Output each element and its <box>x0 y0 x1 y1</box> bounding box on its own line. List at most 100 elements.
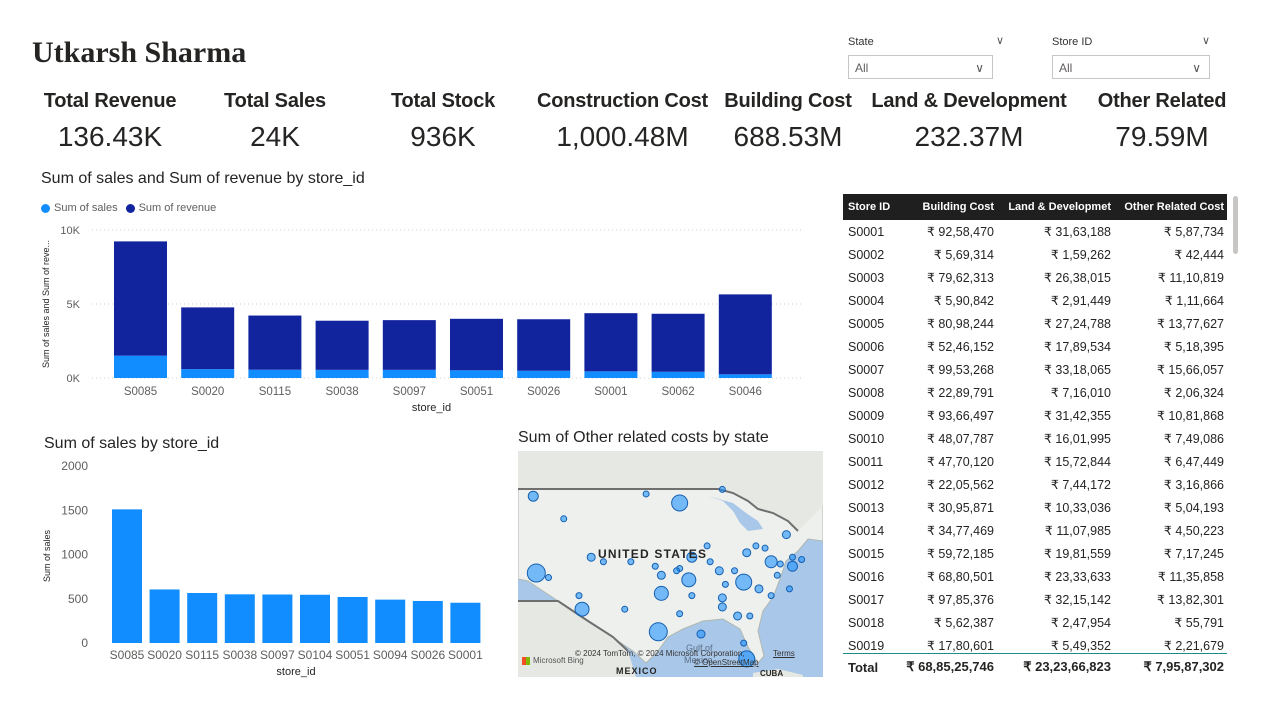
table-row[interactable]: S0016 ₹ 68,80,501 ₹ 23,33,633 ₹ 11,35,858 <box>843 565 1227 588</box>
map-bubble[interactable] <box>681 572 697 588</box>
chart2-bar[interactable] <box>375 599 406 643</box>
map-bubble[interactable] <box>648 622 668 642</box>
chart2-bar[interactable] <box>187 592 218 643</box>
map-bubble[interactable] <box>706 558 714 566</box>
chart1-bar-revenue[interactable] <box>315 320 369 370</box>
map-bubble[interactable] <box>671 494 689 512</box>
chart1-bar-sales[interactable] <box>450 370 503 378</box>
table-row[interactable]: S0007 ₹ 99,53,268 ₹ 33,18,065 ₹ 15,66,057 <box>843 358 1227 381</box>
table-header-other-related-cost[interactable]: Other Related Cost <box>1124 201 1224 213</box>
map-bubble[interactable] <box>761 544 769 552</box>
map-bubble[interactable] <box>527 490 539 502</box>
map-bubble[interactable] <box>560 515 568 523</box>
chart1-bar-revenue[interactable] <box>584 313 638 372</box>
chart1-bar-revenue[interactable] <box>450 318 503 371</box>
table-row[interactable]: S0013 ₹ 30,95,871 ₹ 10,33,036 ₹ 5,04,193 <box>843 496 1227 519</box>
map-bubble[interactable] <box>718 485 726 493</box>
table-header-land-development[interactable]: Land & Developmet <box>1008 201 1111 213</box>
table-row[interactable]: S0006 ₹ 52,46,152 ₹ 17,89,534 ₹ 5,18,395 <box>843 335 1227 358</box>
chevron-down-icon[interactable]: ∨ <box>995 35 1004 47</box>
table-row[interactable]: S0010 ₹ 48,07,787 ₹ 16,01,995 ₹ 7,49,086 <box>843 427 1227 450</box>
table-row[interactable]: S0011 ₹ 47,70,120 ₹ 15,72,844 ₹ 6,47,449 <box>843 450 1227 473</box>
map-bubble[interactable] <box>752 542 760 550</box>
table-row[interactable]: S0004 ₹ 5,90,842 ₹ 2,91,449 ₹ 1,11,664 <box>843 289 1227 312</box>
chart1-bar-sales[interactable] <box>517 370 571 378</box>
chart1-bar-revenue[interactable] <box>718 294 772 375</box>
map-bubble[interactable] <box>767 592 775 600</box>
map-bubble[interactable] <box>789 553 796 561</box>
chart2-bar[interactable] <box>337 596 368 643</box>
map-bubble[interactable] <box>717 602 727 612</box>
slicer-state[interactable]: State ∨ All ∨ <box>848 33 1008 79</box>
map-bubble[interactable] <box>781 530 791 540</box>
map-bubble[interactable] <box>676 610 684 618</box>
chart1-bar-sales[interactable] <box>651 371 705 378</box>
map-bubble[interactable] <box>574 601 590 617</box>
chevron-down-icon[interactable]: ∨ <box>975 61 984 75</box>
table-row[interactable]: S0008 ₹ 22,89,791 ₹ 7,16,010 ₹ 2,06,324 <box>843 381 1227 404</box>
map-bubble[interactable] <box>798 555 806 563</box>
map-bubble[interactable] <box>599 558 607 566</box>
chart1-bar-sales[interactable] <box>315 369 369 378</box>
map-bubble[interactable] <box>740 639 748 647</box>
chevron-down-icon[interactable]: ∨ <box>1201 35 1210 47</box>
slicer-state-dropdown[interactable]: All ∨ <box>848 55 993 79</box>
table-row[interactable]: S0009 ₹ 93,66,497 ₹ 31,42,355 ₹ 10,81,868 <box>843 404 1227 427</box>
map-bubble[interactable] <box>703 542 711 550</box>
chart1-plot[interactable]: 0K 5K 10K S0085 S0020 S0115 S0038 S0097 S0051 S00… <box>36 218 806 418</box>
table-row[interactable]: S0017 ₹ 97,85,376 ₹ 32,15,142 ₹ 13,82,301 <box>843 588 1227 611</box>
map-bubble[interactable] <box>738 650 756 668</box>
table-row[interactable]: S0015 ₹ 59,72,185 ₹ 19,81,559 ₹ 7,17,245 <box>843 542 1227 565</box>
table-row[interactable]: S0014 ₹ 34,77,469 ₹ 11,07,985 ₹ 4,50,223 <box>843 519 1227 542</box>
chart2-bar[interactable] <box>112 509 142 643</box>
table-row[interactable]: S0002 ₹ 5,69,314 ₹ 1,59,262 ₹ 42,444 <box>843 243 1227 266</box>
slicer-store-id-dropdown[interactable]: All ∨ <box>1052 55 1210 79</box>
chart1-bar-sales[interactable] <box>248 369 302 378</box>
chart1-bar-revenue[interactable] <box>248 315 302 370</box>
map-bubble[interactable] <box>526 563 546 583</box>
map-osm-link[interactable]: © OpenStreetMap <box>694 658 759 667</box>
map-visual[interactable]: UNITED STATES MEXICO Gulf of Mexico CUBA… <box>518 451 823 677</box>
table-row[interactable]: S0003 ₹ 79,62,313 ₹ 26,38,015 ₹ 11,10,819 <box>843 266 1227 289</box>
map-bubble[interactable] <box>545 574 552 582</box>
chart1-bar-revenue[interactable] <box>651 313 705 372</box>
chart1-bar-revenue[interactable] <box>517 319 571 371</box>
map-bubble[interactable] <box>586 552 596 562</box>
map-bubble[interactable] <box>764 555 778 569</box>
chart1-legend[interactable]: Sum of sales Sum of revenue <box>41 202 216 214</box>
chart2-bar[interactable] <box>450 602 481 643</box>
map-bubble[interactable] <box>621 605 629 613</box>
table-header-building-cost[interactable]: Building Cost <box>922 201 995 213</box>
chart2-bar[interactable] <box>412 600 443 643</box>
chart1-bar-sales[interactable] <box>584 371 638 378</box>
map-bubble[interactable] <box>733 611 743 621</box>
map-bubble[interactable] <box>651 562 659 570</box>
map-bubble[interactable] <box>696 629 706 639</box>
chart2-bar[interactable] <box>300 594 330 643</box>
chart1-bar-sales[interactable] <box>718 374 772 378</box>
map-bubble[interactable] <box>787 560 798 572</box>
table-row[interactable]: S0001 ₹ 92,58,470 ₹ 31,63,188 ₹ 5,87,734 <box>843 220 1227 243</box>
map-bubble[interactable] <box>735 573 753 591</box>
chevron-down-icon[interactable]: ∨ <box>1192 61 1201 75</box>
map-terms-link[interactable]: Terms <box>773 649 795 658</box>
map-bubble[interactable] <box>721 580 729 588</box>
map-bubble[interactable] <box>688 592 696 600</box>
map-bubble[interactable] <box>627 558 635 566</box>
map-bubble[interactable] <box>686 551 698 563</box>
map-bubble[interactable] <box>717 593 727 603</box>
chart2-bar[interactable] <box>149 589 180 643</box>
cost-table[interactable]: Store ID Building Cost Land & Developmet… <box>843 194 1227 657</box>
map-bubble[interactable] <box>642 490 650 498</box>
map-bubble[interactable] <box>656 570 666 580</box>
chart1-bar-sales[interactable] <box>114 355 167 378</box>
map-bubble[interactable] <box>653 585 669 601</box>
table-header-store-id[interactable]: Store ID <box>848 201 891 213</box>
map-bubble[interactable] <box>776 560 784 568</box>
map-bubble[interactable] <box>714 566 724 576</box>
table-row[interactable]: S0005 ₹ 80,98,244 ₹ 27,24,788 ₹ 13,77,627 <box>843 312 1227 335</box>
chart1-bar-sales[interactable] <box>382 369 436 378</box>
chart1-bar-revenue[interactable] <box>382 320 436 370</box>
slicer-store-id[interactable]: Store ID ∨ All ∨ <box>1052 33 1212 79</box>
